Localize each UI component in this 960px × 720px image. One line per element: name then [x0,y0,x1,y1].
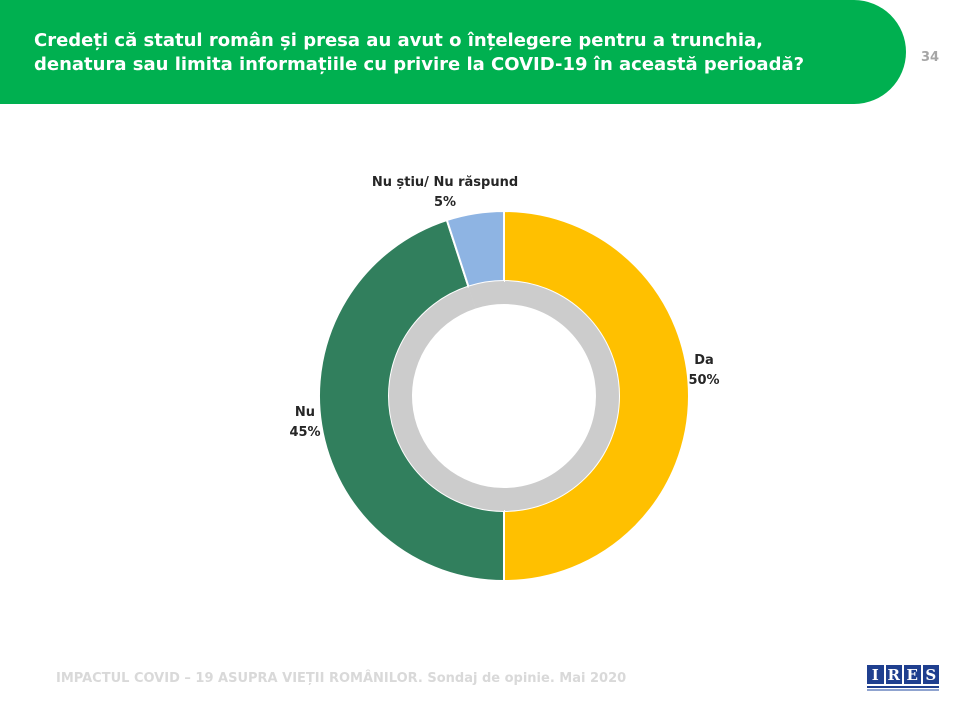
donut-inner-shade-da [504,281,619,511]
ires-logo: I R E S [867,665,939,692]
logo-letter: S [922,665,939,685]
title-line-1: Credeți că statul român și presa au avut… [34,30,763,51]
logo-letters: I R E S [867,665,939,685]
slide-title: Credeți că statul român și presa au avut… [34,29,894,77]
donut-inner-shade-nu-stiu [468,281,504,309]
donut-slice-nu [318,218,505,583]
logo-subtitle-bar [867,689,939,692]
slice-label-da: Da [694,353,714,368]
logo-rule [867,686,939,689]
slice-value-da: 50% [688,373,719,388]
slice-value-nu: 45% [289,425,320,440]
logo-letter: R [885,665,902,685]
donut-inner-shade-nu [388,286,504,511]
slice-label-nu: Nu [295,405,315,420]
donut-slice-da [503,209,690,583]
title-line-2: denatura sau limita informațiile cu priv… [34,54,805,75]
logo-letter: E [904,665,921,685]
slice-label-nu-stiu: Nu știu/ Nu răspund [372,175,518,190]
donut-slice-nu-stiu [445,209,505,288]
footer-text: IMPACTUL COVID – 19 ASUPRA VIEȚII ROMÂNI… [56,671,627,686]
logo-letter: I [867,665,884,685]
page-number: 34 [920,50,940,65]
slice-value-nu-stiu: 5% [434,195,456,210]
title-banner: Credeți că statul român și presa au avut… [0,0,906,104]
